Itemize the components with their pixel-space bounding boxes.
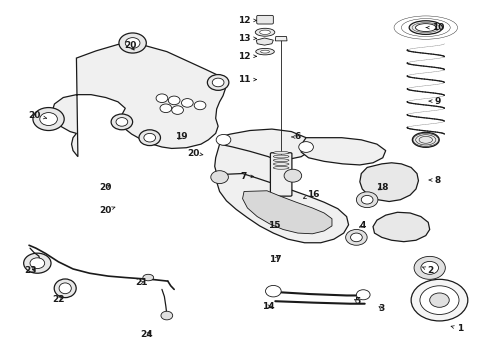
Polygon shape <box>256 38 273 45</box>
Ellipse shape <box>260 30 270 35</box>
Text: 8: 8 <box>429 176 441 185</box>
Text: 14: 14 <box>262 302 275 311</box>
Circle shape <box>181 99 193 107</box>
FancyBboxPatch shape <box>257 15 273 24</box>
Text: 6: 6 <box>292 132 301 141</box>
Text: 16: 16 <box>303 190 319 199</box>
Circle shape <box>40 113 57 126</box>
Polygon shape <box>218 129 313 159</box>
Circle shape <box>139 130 160 145</box>
Polygon shape <box>301 138 386 165</box>
Text: 4: 4 <box>359 221 366 230</box>
Circle shape <box>168 96 180 105</box>
Circle shape <box>24 253 51 273</box>
Text: 12: 12 <box>238 16 256 25</box>
Text: 24: 24 <box>140 330 152 339</box>
Polygon shape <box>215 144 290 187</box>
Text: 17: 17 <box>269 255 282 264</box>
Text: 20: 20 <box>188 149 203 158</box>
FancyBboxPatch shape <box>270 153 292 196</box>
Polygon shape <box>217 174 348 243</box>
Ellipse shape <box>409 21 442 35</box>
Text: 21: 21 <box>135 278 147 287</box>
Text: 2: 2 <box>422 266 434 275</box>
Polygon shape <box>275 37 287 41</box>
Text: 9: 9 <box>429 96 441 105</box>
Ellipse shape <box>261 50 270 53</box>
Circle shape <box>144 134 156 142</box>
Text: 18: 18 <box>375 183 388 192</box>
Circle shape <box>119 33 147 53</box>
Text: 19: 19 <box>175 132 188 141</box>
Circle shape <box>414 256 445 279</box>
Ellipse shape <box>59 283 72 294</box>
Circle shape <box>194 101 206 110</box>
Circle shape <box>125 38 140 48</box>
Circle shape <box>160 104 172 113</box>
Circle shape <box>411 279 468 321</box>
Text: 20: 20 <box>124 41 136 50</box>
Circle shape <box>116 118 128 126</box>
Circle shape <box>356 290 370 300</box>
Text: 22: 22 <box>52 294 65 303</box>
Circle shape <box>207 75 229 90</box>
Circle shape <box>33 108 64 131</box>
Circle shape <box>356 192 378 208</box>
Ellipse shape <box>256 48 274 55</box>
Circle shape <box>421 261 439 274</box>
Circle shape <box>299 141 314 152</box>
Circle shape <box>345 229 367 245</box>
Polygon shape <box>52 44 225 157</box>
Text: 10: 10 <box>426 23 444 32</box>
Text: 23: 23 <box>24 266 37 275</box>
Text: 20: 20 <box>99 183 112 192</box>
Text: 5: 5 <box>354 297 361 306</box>
Circle shape <box>420 286 459 315</box>
Ellipse shape <box>416 24 436 32</box>
Circle shape <box>211 171 228 184</box>
Ellipse shape <box>143 274 154 281</box>
Ellipse shape <box>273 166 289 169</box>
Text: 11: 11 <box>238 75 256 84</box>
Circle shape <box>156 94 168 103</box>
Text: 12: 12 <box>238 52 256 61</box>
Circle shape <box>172 106 183 114</box>
Circle shape <box>30 258 45 269</box>
Circle shape <box>161 311 172 320</box>
Circle shape <box>430 293 449 307</box>
Text: 3: 3 <box>379 304 385 313</box>
Text: 13: 13 <box>238 34 256 43</box>
Circle shape <box>212 78 224 87</box>
Text: 1: 1 <box>451 324 463 333</box>
Text: 7: 7 <box>241 172 254 181</box>
Polygon shape <box>373 212 430 242</box>
Circle shape <box>216 134 231 145</box>
Ellipse shape <box>273 159 289 162</box>
Circle shape <box>350 233 362 242</box>
Polygon shape <box>243 191 332 234</box>
Ellipse shape <box>255 28 275 36</box>
Text: 20: 20 <box>99 206 115 215</box>
Ellipse shape <box>54 279 76 298</box>
Circle shape <box>284 169 302 182</box>
Ellipse shape <box>413 132 439 147</box>
Ellipse shape <box>273 163 289 166</box>
Circle shape <box>266 285 281 297</box>
Ellipse shape <box>273 155 289 158</box>
Polygon shape <box>360 163 418 202</box>
Text: 15: 15 <box>268 221 281 230</box>
Text: 20: 20 <box>29 111 47 120</box>
Circle shape <box>361 195 373 204</box>
Circle shape <box>111 114 133 130</box>
Ellipse shape <box>273 151 289 154</box>
